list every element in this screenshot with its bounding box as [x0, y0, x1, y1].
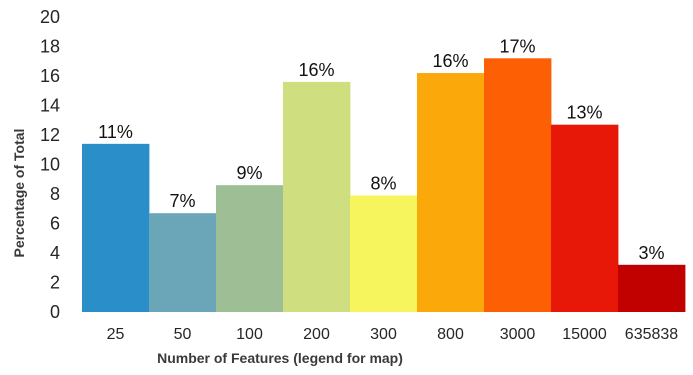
bar — [82, 143, 150, 312]
x-tick-label: 300 — [370, 326, 397, 343]
bar — [149, 213, 217, 312]
x-tick-label: 635838 — [625, 326, 678, 343]
x-tick-label: 3000 — [500, 326, 536, 343]
x-tick-label: 800 — [437, 326, 464, 343]
data-label: 3% — [638, 243, 664, 263]
x-tick-label: 100 — [236, 326, 263, 343]
x-tick-label: 25 — [107, 326, 125, 343]
y-tick-label: 8 — [50, 184, 60, 204]
bar — [283, 81, 351, 313]
bar — [484, 58, 552, 312]
x-tick-label: 50 — [174, 326, 192, 343]
y-axis-ticks: 0 2 4 6 8 10 12 14 16 18 20 — [40, 7, 60, 322]
data-label: 13% — [566, 103, 602, 123]
bar — [417, 73, 485, 312]
y-tick-label: 12 — [40, 125, 60, 145]
y-tick-label: 20 — [40, 7, 60, 27]
bar — [618, 264, 686, 312]
data-label: 17% — [499, 36, 535, 56]
x-axis-label: Number of Features (legend for map) — [157, 350, 403, 366]
data-label: 8% — [370, 173, 396, 193]
data-label: 16% — [432, 51, 468, 71]
y-tick-label: 14 — [40, 96, 60, 116]
y-tick-label: 18 — [40, 37, 60, 57]
data-label: 16% — [298, 60, 334, 80]
x-tick-label: 200 — [303, 326, 330, 343]
bar — [551, 124, 619, 313]
data-labels: 11% 7% 9% 16% 8% 16% 17% 13% 3% — [98, 36, 664, 262]
data-label: 11% — [98, 122, 133, 142]
y-axis-label: Percentage of Total — [11, 129, 27, 258]
y-tick-label: 4 — [50, 243, 60, 263]
data-label: 9% — [236, 163, 262, 183]
bars — [82, 58, 686, 313]
bar — [350, 195, 418, 312]
x-axis-ticks: 25 50 100 200 300 800 3000 15000 635838 — [107, 326, 679, 343]
data-label: 7% — [169, 191, 195, 211]
x-tick-label: 15000 — [562, 326, 607, 343]
y-tick-label: 0 — [50, 302, 60, 322]
y-tick-label: 6 — [50, 214, 60, 234]
y-tick-label: 2 — [50, 273, 60, 293]
y-tick-label: 10 — [40, 155, 60, 175]
y-tick-label: 16 — [40, 66, 60, 86]
bar — [216, 185, 284, 312]
